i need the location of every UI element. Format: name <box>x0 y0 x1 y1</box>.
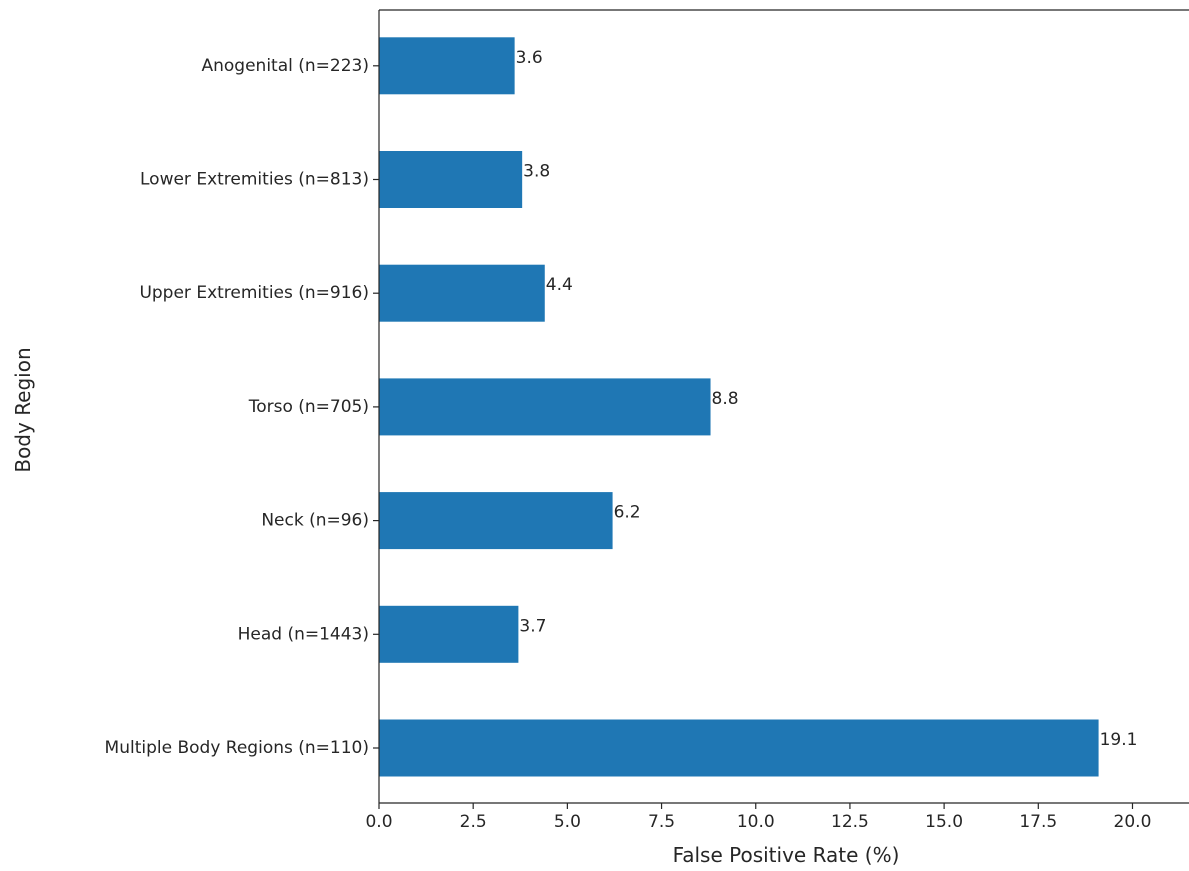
bar-value-label: 19.1 <box>1100 730 1138 750</box>
bar-value-label: 3.7 <box>519 616 546 636</box>
bar <box>379 605 519 663</box>
bar <box>379 37 515 95</box>
bar <box>379 151 523 208</box>
y-tick-label: Multiple Body Regions (n=110) <box>105 738 369 758</box>
bar <box>379 378 711 436</box>
x-tick-label: 10.0 <box>737 812 775 832</box>
bar-value-label: 4.4 <box>546 275 573 295</box>
x-tick-label: 12.5 <box>831 812 869 832</box>
y-tick-label: Anogenital (n=223) <box>202 56 370 76</box>
bar-value-label: 8.8 <box>712 389 739 409</box>
axes-layer: Multiple Body Regions (n=110) Head (n=144… <box>105 9 1189 832</box>
y-tick-label: Neck (n=96) <box>261 511 369 531</box>
x-tick-label: 2.5 <box>460 812 487 832</box>
x-tick-label: 7.5 <box>648 812 675 832</box>
bar-value-label: 6.2 <box>614 503 641 523</box>
bar <box>379 719 1099 777</box>
y-tick-label: Torso (n=705) <box>248 397 369 417</box>
x-axis-title: False Positive Rate (%) <box>673 843 900 867</box>
x-tick-label: 17.5 <box>1019 812 1057 832</box>
bar-value-label: 3.8 <box>523 162 550 182</box>
x-tick-label: 5.0 <box>554 812 581 832</box>
y-tick-label: Upper Extremities (n=916) <box>139 283 369 303</box>
x-tick-label: 20.0 <box>1114 812 1152 832</box>
data-labels-layer: 19.1 3.7 6.2 8.8 4.4 3.8 3.6 <box>516 48 1138 750</box>
x-tick-label: 15.0 <box>925 812 963 832</box>
y-tick-label: Head (n=1443) <box>238 624 369 644</box>
bar-value-label: 3.6 <box>516 48 543 68</box>
bars-layer <box>379 37 1099 777</box>
y-axis-title: Body Region <box>11 347 35 472</box>
bar <box>379 264 545 322</box>
y-tick-label: Lower Extremities (n=813) <box>140 170 369 190</box>
bar <box>379 492 613 550</box>
x-tick-label: 0.0 <box>365 812 392 832</box>
